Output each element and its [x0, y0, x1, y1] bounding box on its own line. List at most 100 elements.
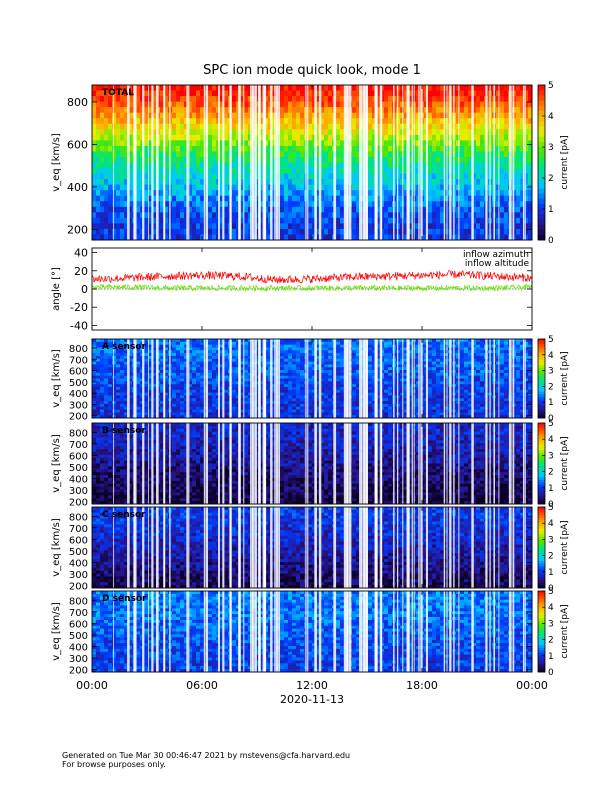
heatmap-cell: [172, 355, 177, 360]
heatmap-cell: [192, 401, 197, 405]
heatmap-cell: [192, 184, 197, 191]
heatmap-cell: [92, 358, 97, 362]
heatmap-cell: [172, 409, 177, 413]
heatmap-cell: [220, 398, 225, 402]
heatmap-cell: [148, 358, 153, 362]
heatmap-cell: [404, 85, 409, 91]
heatmap-cell: [300, 398, 305, 402]
heatmap-cell: [108, 403, 113, 408]
heatmap-cell: [220, 375, 225, 379]
heatmap-cell: [336, 367, 341, 371]
heatmap-cell: [252, 123, 257, 130]
heatmap-cell: [388, 228, 393, 235]
heatmap-cell: [92, 190, 97, 197]
heatmap-cell: [260, 118, 265, 125]
heatmap-cell: [388, 134, 393, 141]
heatmap-cell: [276, 168, 281, 174]
heatmap-cell: [128, 358, 133, 362]
heatmap-cell: [100, 217, 105, 224]
heatmap-cell: [92, 378, 97, 382]
heatmap-cell: [324, 201, 329, 208]
heatmap-cell: [520, 134, 525, 141]
heatmap-cell: [224, 195, 229, 202]
heatmap-cell: [100, 386, 105, 391]
heatmap-cell: [264, 134, 269, 141]
heatmap-cell: [116, 179, 121, 186]
heatmap-cell: [160, 134, 165, 141]
heatmap-cell: [184, 162, 189, 169]
heatmap-cell: [208, 395, 213, 399]
heatmap-cell: [172, 90, 177, 97]
heatmap-cell: [120, 201, 125, 208]
heatmap-cell: [104, 90, 109, 97]
heatmap-cell: [144, 129, 149, 136]
colorbar-swatch: [538, 105, 545, 112]
heatmap-cell: [252, 361, 257, 365]
heatmap-cell: [460, 112, 465, 119]
heatmap-cell: [180, 341, 185, 346]
heatmap-cell: [196, 118, 201, 125]
heatmap-cell: [416, 234, 421, 241]
data-gap: [359, 85, 362, 240]
heatmap-cell: [244, 381, 249, 385]
heatmap-cell: [176, 90, 181, 97]
heatmap-cell: [264, 415, 269, 419]
heatmap-cell: [376, 145, 381, 152]
heatmap-cell: [436, 134, 441, 141]
heatmap-cell: [292, 384, 297, 388]
heatmap-cell: [336, 223, 341, 230]
heatmap-cell: [408, 112, 413, 119]
heatmap-cell: [296, 96, 301, 103]
heatmap-cell: [264, 381, 269, 385]
heatmap-cell: [180, 395, 185, 399]
heatmap-cell: [312, 217, 317, 224]
heatmap-cell: [300, 370, 305, 374]
heatmap-cell: [408, 129, 413, 136]
heatmap-cell: [172, 386, 177, 391]
heatmap-cell: [152, 398, 157, 402]
heatmap-cell: [316, 234, 321, 241]
heatmap-cell: [400, 145, 405, 152]
heatmap-cell: [244, 344, 249, 348]
heatmap-cell: [212, 370, 217, 374]
heatmap-cell: [148, 223, 153, 230]
heatmap-cell: [324, 389, 329, 394]
heatmap-cell: [384, 129, 389, 136]
heatmap-cell: [352, 201, 357, 208]
heatmap-cell: [316, 217, 321, 224]
data-gap: [318, 85, 322, 240]
heatmap-cell: [284, 190, 289, 197]
heatmap-cell: [184, 409, 189, 413]
heatmap-cell: [148, 412, 153, 416]
heatmap-cell: [272, 392, 277, 396]
heatmap-cell: [260, 381, 265, 385]
heatmap-cell: [504, 107, 509, 114]
heatmap-cell: [480, 223, 485, 230]
heatmap-cell: [192, 364, 197, 368]
heatmap-cell: [328, 386, 333, 391]
heatmap-cell: [92, 195, 97, 202]
heatmap-cell: [372, 173, 377, 180]
heatmap-cell: [312, 339, 317, 343]
heatmap-cell: [128, 145, 133, 152]
heatmap-cell: [196, 212, 201, 219]
heatmap-cell: [164, 201, 169, 208]
heatmap-cell: [320, 212, 325, 219]
heatmap-cell: [196, 358, 201, 362]
heatmap-cell: [252, 195, 257, 202]
heatmap-cell: [180, 162, 185, 169]
heatmap-cell: [148, 344, 153, 348]
heatmap-cell: [224, 162, 229, 169]
heatmap-cell: [284, 206, 289, 213]
heatmap-cell: [376, 190, 381, 197]
heatmap-cell: [188, 403, 193, 408]
heatmap-cell: [100, 353, 105, 357]
heatmap-cell: [264, 101, 269, 108]
heatmap-cell: [160, 107, 165, 114]
heatmap-cell: [144, 123, 149, 130]
heatmap-cell: [252, 401, 257, 405]
heatmap-cell: [468, 151, 473, 158]
heatmap-cell: [316, 85, 321, 91]
heatmap-cell: [336, 85, 341, 91]
heatmap-cell: [240, 184, 245, 191]
